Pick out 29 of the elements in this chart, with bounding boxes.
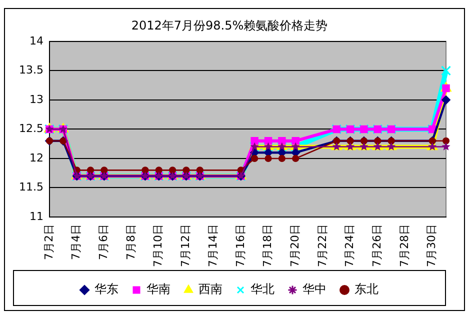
x-tick-label: 7月28日 (398, 224, 411, 268)
y-tick-label: 11.5 (18, 180, 44, 194)
x-tick-label: 7月18日 (261, 224, 274, 268)
legend-label: 华东 (94, 282, 118, 296)
legend-label: 华中 (302, 282, 326, 296)
x-tick-label: 7月20日 (288, 224, 302, 268)
y-tick-label: 12.5 (18, 122, 44, 136)
x-tick-label: 7月30日 (425, 224, 438, 268)
y-tick-label: 13.5 (18, 64, 44, 77)
y-tick-label: 11 (29, 210, 44, 223)
legend-label: 西南 (198, 282, 222, 296)
x-tick-label: 7月12日 (179, 224, 192, 268)
legend-label: 东北 (354, 282, 378, 296)
x-tick-label: 7月24日 (343, 224, 356, 268)
x-tick-label: 7月2日 (42, 224, 56, 260)
x-tick-label: 7月22日 (316, 224, 329, 268)
y-tick-label: 14 (29, 34, 44, 48)
legend-label: 华北 (250, 282, 274, 296)
x-tick-label: 7月10日 (152, 224, 165, 268)
chart-title: 2012年7月份98.5%赖氨酸价格走势 (131, 18, 328, 32)
y-tick-label: 12 (29, 151, 44, 164)
x-tick-label: 7月6日 (97, 224, 110, 260)
legend-label: 华南 (146, 282, 170, 296)
x-tick-label: 7月26日 (370, 224, 384, 268)
x-tick-label: 7月14日 (206, 224, 220, 268)
x-tick-label: 7月4日 (70, 224, 83, 260)
x-tick-label: 7月16日 (234, 224, 247, 268)
y-tick-label: 13 (29, 92, 44, 106)
x-tick-label: 7月8日 (124, 224, 138, 260)
